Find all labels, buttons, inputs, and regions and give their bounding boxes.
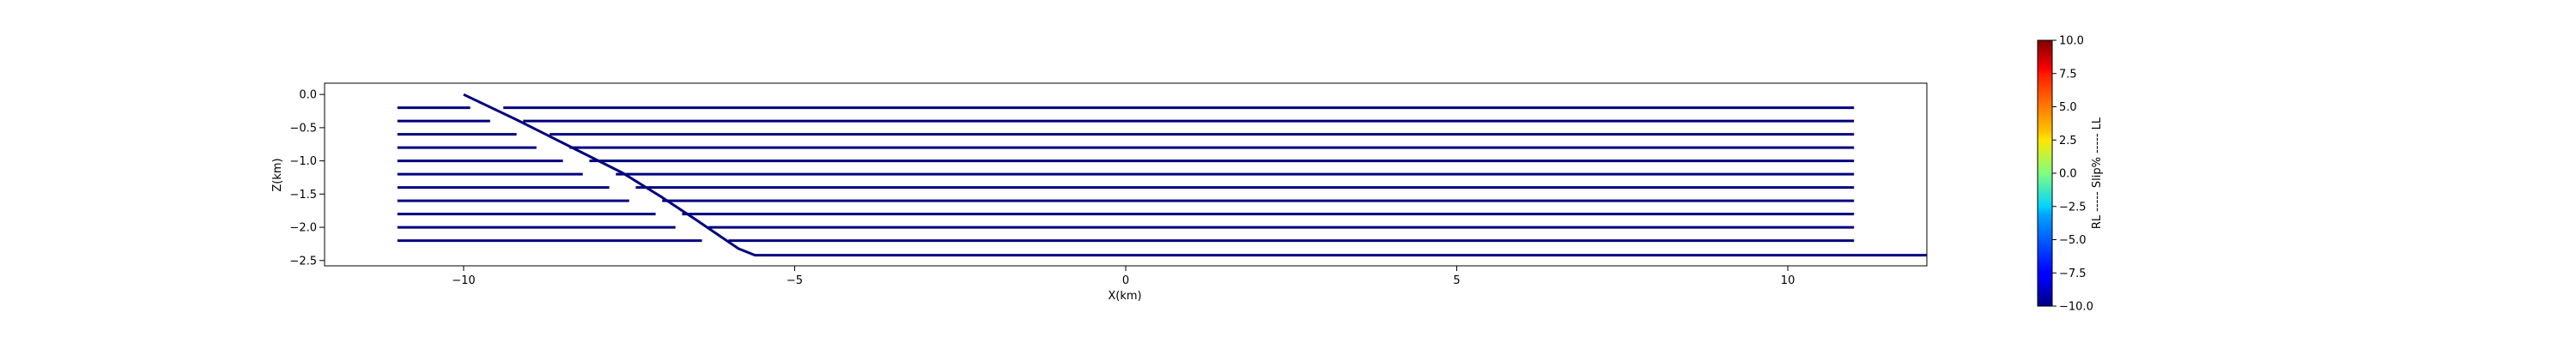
y-tick-label: −2.5 — [289, 255, 317, 268]
colorbar-tick-label: −2.5 — [2059, 201, 2087, 214]
y-tick-label: −2.0 — [289, 222, 317, 235]
x-tick-label: 0 — [1122, 274, 1129, 287]
colorbar-tick-label: 10.0 — [2059, 35, 2084, 48]
colorbar-tick-label: 2.5 — [2059, 135, 2077, 147]
fault-lines — [397, 93, 1927, 257]
x-tick-label: −5 — [787, 274, 803, 287]
colorbar: 10.0 7.5 5.0 2.5 0.0 −2.5 −5.0 −7.5 −10.0 RL ---… — [2037, 35, 2104, 314]
main-fault-line — [463, 93, 1927, 257]
x-tick-label: −10 — [452, 274, 475, 287]
y-axis-label: Z(km) — [271, 158, 284, 191]
colorbar-tick-label: −7.5 — [2059, 268, 2087, 280]
x-axis-label: X(km) — [1108, 290, 1141, 303]
y-tick-label: −0.5 — [289, 122, 317, 135]
y-tick-label: −1.5 — [289, 189, 317, 202]
colorbar-label: RL ----- Slip% ----- LL — [2091, 117, 2104, 229]
colorbar-gradient — [2037, 39, 2053, 307]
x-axis-ticks: −10 −5 0 5 10 — [452, 266, 1795, 287]
y-tick-label: −1.0 — [289, 155, 317, 168]
colorbar-tick-label: −5.0 — [2059, 234, 2087, 247]
colorbar-tick-label: −10.0 — [2059, 301, 2093, 314]
y-axis-ticks: 0.0 −0.5 −1.0 −1.5 −2.0 −2.5 — [289, 89, 325, 268]
y-tick-label: 0.0 — [299, 89, 317, 102]
x-tick-label: 5 — [1453, 274, 1460, 287]
colorbar-tick-label: 7.5 — [2059, 68, 2077, 81]
colorbar-ticks: 10.0 7.5 5.0 2.5 0.0 −2.5 −5.0 −7.5 −10.0 — [2052, 35, 2093, 314]
colorbar-tick-label: 0.0 — [2059, 168, 2077, 181]
colorbar-tick-label: 5.0 — [2059, 101, 2077, 114]
x-tick-label: 10 — [1781, 274, 1795, 287]
fault-plot: −10 −5 0 5 10 0.0−0.5−1.0−1.5−2.0−2.5 X(km) … — [271, 82, 1928, 303]
